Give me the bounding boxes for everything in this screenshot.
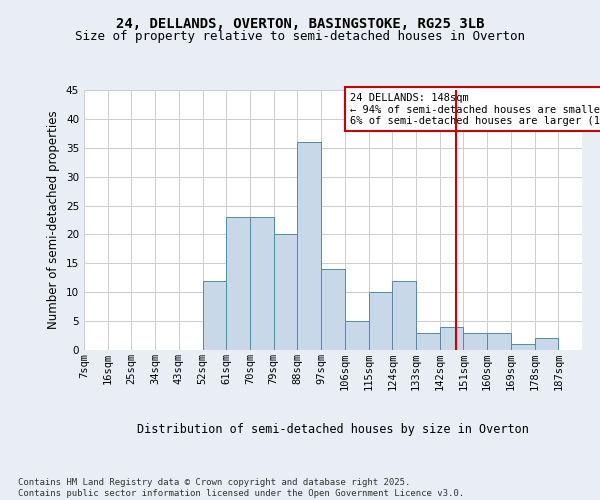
Text: 24, DELLANDS, OVERTON, BASINGSTOKE, RG25 3LB: 24, DELLANDS, OVERTON, BASINGSTOKE, RG25… <box>116 18 484 32</box>
Bar <box>203 280 226 350</box>
Bar <box>321 269 345 350</box>
Bar <box>250 217 274 350</box>
Text: Size of property relative to semi-detached houses in Overton: Size of property relative to semi-detach… <box>75 30 525 43</box>
Text: Contains HM Land Registry data © Crown copyright and database right 2025.
Contai: Contains HM Land Registry data © Crown c… <box>18 478 464 498</box>
Bar <box>440 327 463 350</box>
Bar <box>416 332 440 350</box>
Bar <box>226 217 250 350</box>
Bar <box>298 142 321 350</box>
Bar <box>392 280 416 350</box>
Bar <box>274 234 298 350</box>
Text: Distribution of semi-detached houses by size in Overton: Distribution of semi-detached houses by … <box>137 422 529 436</box>
Bar <box>535 338 558 350</box>
Bar <box>345 321 368 350</box>
Bar <box>368 292 392 350</box>
Y-axis label: Number of semi-detached properties: Number of semi-detached properties <box>47 110 61 330</box>
Text: 24 DELLANDS: 148sqm
← 94% of semi-detached houses are smaller (161)
6% of semi-d: 24 DELLANDS: 148sqm ← 94% of semi-detach… <box>350 92 600 126</box>
Bar <box>463 332 487 350</box>
Bar <box>487 332 511 350</box>
Bar <box>511 344 535 350</box>
